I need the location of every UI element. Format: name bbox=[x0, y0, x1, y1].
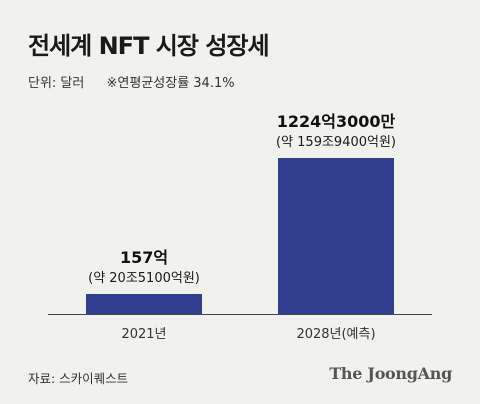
bar-0 bbox=[86, 293, 202, 314]
chart-subtitle: 단위: 달러 ※연평균성장률 34.1% bbox=[28, 72, 235, 91]
publisher-logo: The JoongAng bbox=[329, 364, 452, 383]
chart-title: 전세계 NFT 시장 성장세 bbox=[28, 32, 270, 60]
bar-value-sublabel-1: (약 159조9400억원) bbox=[276, 135, 396, 150]
x-tick-label-0: 2021년 bbox=[121, 327, 166, 342]
cagr-note: ※연평균성장률 34.1% bbox=[106, 76, 235, 91]
bar-value-label-0: 157억 bbox=[120, 248, 168, 267]
x-tick-label-1: 2028년(예측) bbox=[296, 327, 375, 342]
bar-value-label-1: 1224억3000만 bbox=[277, 112, 396, 131]
unit-label: 단위: 달러 bbox=[28, 76, 85, 91]
bar-1 bbox=[278, 158, 394, 314]
bar-value-sublabel-0: (약 20조5100억원) bbox=[88, 271, 200, 286]
source-note: 자료: 스카이퀘스트 bbox=[28, 371, 129, 386]
